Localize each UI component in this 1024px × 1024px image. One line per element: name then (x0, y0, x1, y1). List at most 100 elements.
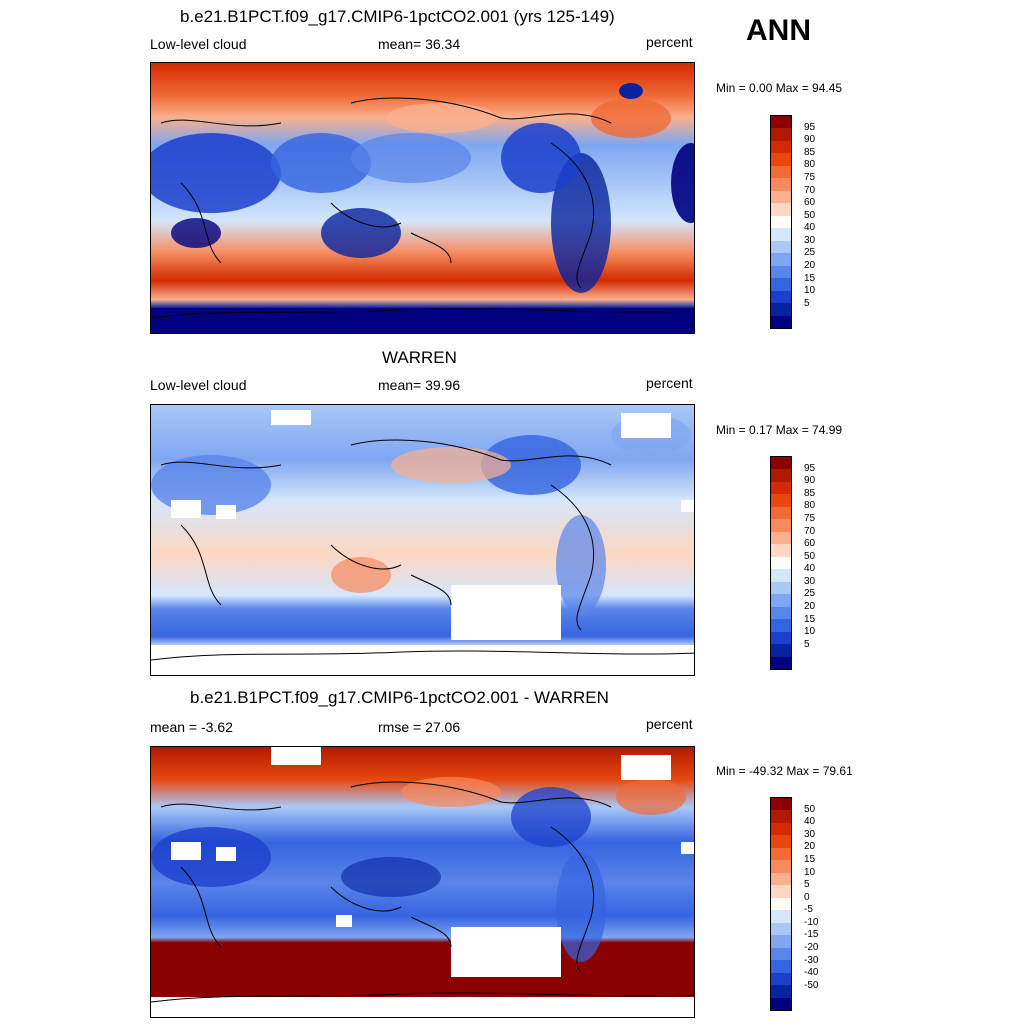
panel-2-variable: Low-level cloud (150, 377, 247, 393)
panel-1-units: percent (646, 34, 693, 50)
colorbar-tick-label: -15 (804, 929, 819, 941)
colorbar-swatch (771, 128, 791, 141)
colorbar-swatch (771, 872, 791, 886)
colorbar-tick-label: 20 (804, 601, 816, 613)
colorbar-tick-label: -5 (804, 904, 813, 916)
colorbar-tick-label: 70 (804, 184, 816, 196)
colorbar-swatch (771, 215, 791, 229)
panel-3-map (150, 746, 695, 1018)
colorbar-swatch (771, 860, 791, 873)
colorbar-swatch (771, 116, 791, 129)
colorbar-tick-label: 30 (804, 234, 816, 246)
colorbar-swatch (771, 240, 791, 254)
panel-2-colorbar (770, 456, 792, 670)
panel-3-title: b.e21.B1PCT.f09_g17.CMIP6-1pctCO2.001 - … (190, 688, 609, 707)
colorbar-swatch (771, 835, 791, 848)
colorbar-swatch (771, 569, 791, 582)
colorbar-tick-label: 60 (804, 197, 816, 209)
colorbar-swatch (771, 897, 791, 911)
panel-3-rmse: rmse = 27.06 (378, 719, 461, 735)
colorbar-tick-label: 80 (804, 500, 816, 512)
colorbar-tick-label: 20 (804, 260, 816, 272)
panel-2-map (150, 404, 695, 676)
panel-1-colorbar (770, 115, 792, 329)
colorbar-tick-label: 90 (804, 134, 816, 146)
colorbar-swatch (771, 798, 791, 811)
colorbar-tick-label: 30 (804, 828, 816, 840)
colorbar-swatch (771, 644, 791, 657)
colorbar-tick-label: 5 (804, 297, 810, 309)
colorbar-swatch (771, 910, 791, 923)
colorbar-swatch (771, 985, 791, 998)
colorbar-tick-label: 15 (804, 853, 816, 865)
colorbar-tick-label: 20 (804, 841, 816, 853)
colorbar-tick-label: 50 (804, 803, 816, 815)
colorbar-swatch (771, 606, 791, 620)
colorbar-tick-label: -50 (804, 979, 819, 991)
colorbar-tick-label: 30 (804, 575, 816, 587)
colorbar-tick-label: 15 (804, 613, 816, 625)
colorbar-tick-label: -40 (804, 967, 819, 979)
panel-1-variable: Low-level cloud (150, 36, 247, 52)
colorbar-swatch (771, 315, 791, 328)
panel-2-units: percent (646, 375, 693, 391)
colorbar-tick-label: -20 (804, 942, 819, 954)
panel-2-minmax: Min = 0.17 Max = 74.99 (716, 423, 843, 437)
colorbar-tick-label: -30 (804, 954, 819, 966)
colorbar-swatch (771, 947, 791, 961)
colorbar-swatch (771, 506, 791, 520)
colorbar-tick-label: 25 (804, 588, 816, 600)
colorbar-tick-label: -10 (804, 916, 819, 928)
colorbar-swatch (771, 885, 791, 898)
panel-3-minmax: Min = -49.32 Max = 79.61 (716, 764, 853, 778)
colorbar-swatch (771, 178, 791, 191)
colorbar-swatch (771, 972, 791, 986)
panel-2-title: WARREN (382, 348, 457, 367)
colorbar-tick-label: 40 (804, 816, 816, 828)
colorbar-tick-label: 10 (804, 285, 816, 297)
colorbar-swatch (771, 153, 791, 166)
colorbar-tick-label: 90 (804, 475, 816, 487)
colorbar-tick-label: 0 (804, 891, 810, 903)
colorbar-tick-label: 85 (804, 487, 816, 499)
colorbar-swatch (771, 581, 791, 595)
colorbar-tick-label: 95 (804, 462, 816, 474)
colorbar-tick-label: 15 (804, 272, 816, 284)
colorbar-tick-label: 70 (804, 525, 816, 537)
panel-1-mean: mean= 36.34 (378, 36, 461, 52)
season-label: ANN (746, 14, 811, 47)
colorbar-swatch (771, 935, 791, 948)
colorbar-swatch (771, 481, 791, 495)
colorbar-tick-label: 75 (804, 512, 816, 524)
colorbar-swatch (771, 278, 791, 291)
panel-1-map (150, 62, 695, 334)
colorbar-swatch (771, 656, 791, 669)
colorbar-swatch (771, 469, 791, 482)
colorbar-swatch (771, 190, 791, 204)
panel-2-mean: mean= 39.96 (378, 377, 461, 393)
colorbar-tick-label: 85 (804, 146, 816, 158)
panel-3-mean: mean = -3.62 (150, 719, 233, 735)
colorbar-swatch (771, 228, 791, 241)
colorbar-swatch (771, 265, 791, 279)
colorbar-tick-label: 50 (804, 550, 816, 562)
colorbar-swatch (771, 531, 791, 545)
colorbar-swatch (771, 960, 791, 973)
colorbar-swatch (771, 619, 791, 632)
colorbar-tick-label: 25 (804, 247, 816, 259)
colorbar-swatch (771, 203, 791, 216)
colorbar-swatch (771, 847, 791, 861)
colorbar-swatch (771, 253, 791, 266)
colorbar-swatch (771, 303, 791, 316)
colorbar-swatch (771, 631, 791, 645)
colorbar-tick-label: 10 (804, 626, 816, 638)
colorbar-tick-label: 75 (804, 171, 816, 183)
colorbar-tick-label: 50 (804, 209, 816, 221)
colorbar-swatch (771, 290, 791, 304)
colorbar-tick-label: 40 (804, 563, 816, 575)
colorbar-swatch (771, 822, 791, 836)
colorbar-tick-label: 5 (804, 638, 810, 650)
colorbar-swatch (771, 810, 791, 823)
colorbar-swatch (771, 594, 791, 607)
colorbar-tick-label: 60 (804, 538, 816, 550)
